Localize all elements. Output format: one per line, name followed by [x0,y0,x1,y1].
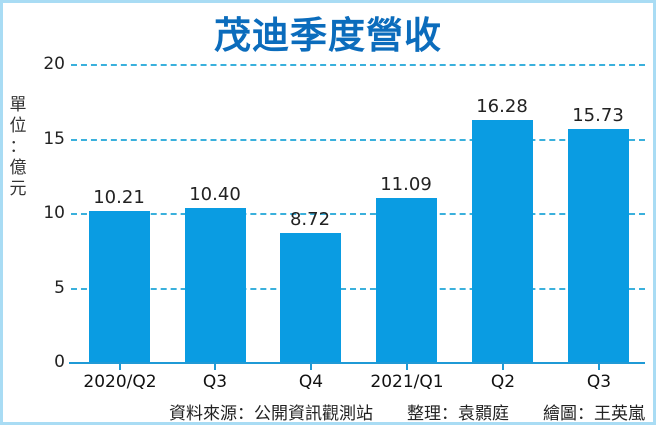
gridline-20 [71,64,645,66]
credits: 資料來源：公開資訊觀測站 整理：袁顥庭 繪圖：王英嵐 [3,399,645,424]
x-tick [598,364,600,370]
gridline-5 [71,288,645,290]
x-label: Q4 [298,372,324,392]
unit-char: 億 [9,158,27,178]
y-tick-10: 10 [43,203,65,223]
bar-2021-q3 [568,129,629,363]
unit-char: ： [9,137,27,157]
y-tick-0: 0 [54,352,65,372]
bar-2020-q3 [185,208,246,363]
editor-credit: 整理：袁顥庭 [407,404,509,424]
bar-2020-q4 [280,233,341,363]
unit-char: 元 [9,179,27,199]
x-tick [310,364,312,370]
y-tick-5: 5 [54,278,65,298]
x-tick [119,364,121,370]
bar-2021-q1 [376,198,437,363]
bar-2020-q2 [89,211,150,363]
x-axis-line [69,362,645,364]
value-label: 10.40 [189,184,241,205]
value-label: 15.73 [572,105,624,126]
illustrator-credit: 繪圖：王英嵐 [543,404,645,424]
value-label: 10.21 [93,187,145,208]
unit-char: 位 [9,116,27,136]
value-label: 8.72 [289,209,331,230]
bar-2021-q2 [472,120,533,363]
x-label: 2020/Q2 [83,372,157,392]
gridline-10 [71,213,645,215]
unit-char: 單 [9,95,27,115]
x-tick [214,364,216,370]
x-label: Q3 [586,372,612,392]
x-label: Q3 [202,372,228,392]
x-tick [406,364,408,370]
y-axis-unit-label: 單 位 ： 億 元 [7,95,29,200]
y-tick-20: 20 [43,54,65,74]
chart-title: 茂迪季度營收 [214,14,442,57]
source-credit: 資料來源：公開資訊觀測站 [169,404,373,424]
value-label: 16.28 [476,96,528,117]
x-label: 2021/Q1 [370,372,444,392]
x-label: Q2 [490,372,516,392]
y-tick-15: 15 [43,129,65,149]
value-label: 11.09 [380,174,432,195]
gridline-15 [71,139,645,141]
x-tick [502,364,504,370]
